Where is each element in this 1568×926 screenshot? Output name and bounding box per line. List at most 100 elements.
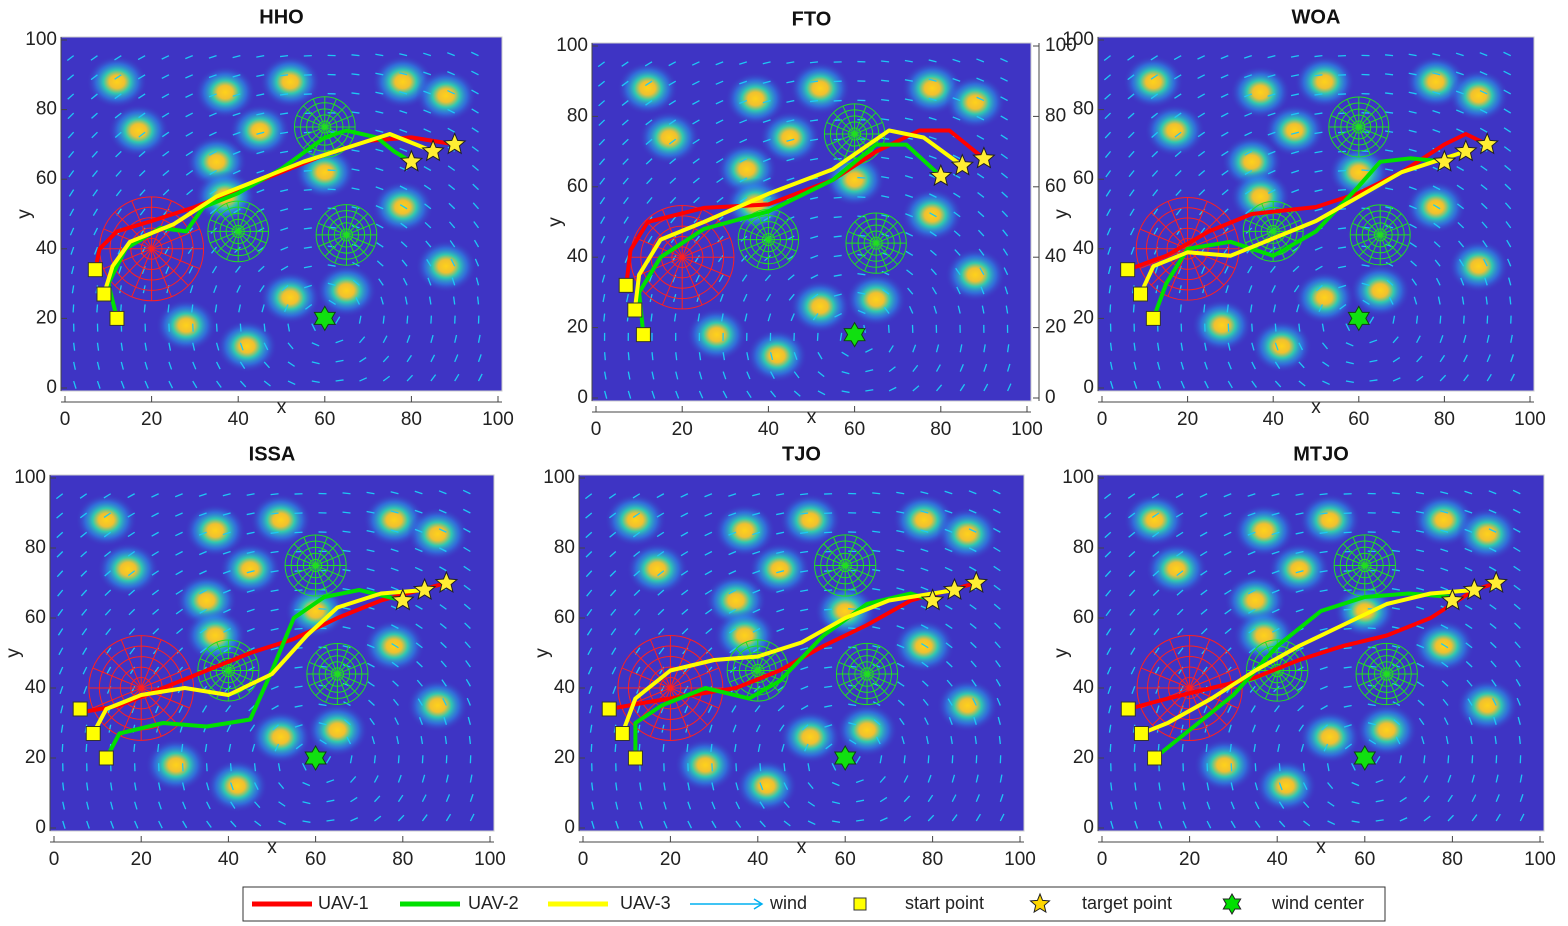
wind-arrow bbox=[800, 608, 809, 612]
wind-arrow bbox=[1484, 277, 1488, 286]
wind-arrow bbox=[1177, 265, 1182, 274]
zone-spoke bbox=[1187, 248, 1225, 286]
wind-arrow bbox=[400, 222, 408, 229]
wind-arrow bbox=[612, 686, 617, 694]
wind-arrow bbox=[865, 348, 873, 353]
wind-arrow bbox=[71, 266, 75, 275]
zone-spoke bbox=[864, 215, 877, 244]
wind-arrow bbox=[438, 528, 447, 533]
wind-arrow bbox=[1108, 285, 1112, 294]
wind-arrow bbox=[1129, 227, 1135, 236]
wind-arrow bbox=[465, 678, 471, 687]
wind-arrow bbox=[996, 697, 1001, 706]
wind-arrow bbox=[351, 92, 360, 95]
wind-arrow bbox=[1466, 679, 1473, 687]
y-tick-label: 80 bbox=[1073, 537, 1094, 558]
wind-arrow bbox=[800, 493, 809, 496]
wind-arrow bbox=[621, 100, 629, 107]
wind-arrow bbox=[464, 622, 471, 629]
wind-arrow bbox=[675, 352, 678, 361]
wind-arrow bbox=[164, 246, 170, 255]
y-axis-label: y bbox=[3, 648, 24, 658]
wind-arrow bbox=[1291, 150, 1300, 155]
zone-spoke bbox=[103, 687, 142, 726]
wind-arrow bbox=[239, 361, 246, 369]
zone-spoke bbox=[337, 661, 366, 675]
wind-arrow bbox=[279, 112, 289, 115]
wind-arrow bbox=[992, 508, 1001, 514]
wind-arrow bbox=[359, 357, 367, 363]
wind-arrow bbox=[342, 549, 351, 553]
wind-arrow bbox=[999, 793, 1004, 802]
zone-spoke bbox=[315, 565, 338, 588]
wind-arrow bbox=[762, 138, 771, 143]
wind-arrow bbox=[896, 662, 905, 668]
wind-arrow bbox=[476, 296, 480, 305]
wind-arrow bbox=[158, 801, 162, 810]
wind-arrow bbox=[1479, 71, 1488, 76]
wind-arrow bbox=[601, 255, 606, 264]
wind-arrow bbox=[971, 679, 977, 687]
wind-arrow bbox=[1175, 493, 1184, 499]
zone-spoke bbox=[816, 565, 846, 578]
zone-spoke bbox=[346, 222, 375, 236]
wind-arrow bbox=[1109, 380, 1114, 389]
target-point bbox=[421, 139, 445, 162]
wind-arrow bbox=[645, 158, 653, 165]
wind-arrow bbox=[1271, 589, 1280, 594]
zone-spoke bbox=[237, 231, 251, 260]
wind-arrow bbox=[732, 724, 737, 733]
wind-arrow bbox=[440, 660, 447, 668]
zone-spoke bbox=[1386, 661, 1416, 675]
wind-arrow bbox=[1351, 820, 1360, 823]
wind-arrow bbox=[1296, 685, 1304, 692]
zone-spoke bbox=[1358, 105, 1381, 128]
wind-arrow bbox=[414, 490, 423, 495]
wind-arrow bbox=[1267, 112, 1276, 117]
wind-arrow bbox=[1104, 131, 1112, 139]
wind-arrow bbox=[824, 647, 833, 650]
y-tick-label: 100 bbox=[543, 467, 575, 488]
wind-arrow bbox=[1205, 743, 1208, 753]
wind-arrow bbox=[1197, 74, 1206, 80]
target-point bbox=[399, 149, 424, 172]
threat bbox=[779, 710, 841, 764]
wind-arrow bbox=[908, 305, 914, 314]
wind-arrow bbox=[1298, 323, 1301, 332]
zone-spoke bbox=[756, 239, 769, 268]
wind-arrow bbox=[222, 570, 231, 575]
threat bbox=[75, 493, 137, 547]
threat bbox=[306, 703, 368, 757]
zone bbox=[1333, 534, 1396, 597]
wind-arrow bbox=[1416, 568, 1425, 572]
wind-arrow bbox=[602, 294, 606, 303]
wind-arrow bbox=[817, 371, 825, 378]
wind-arrow bbox=[1480, 165, 1488, 172]
wind-arrow bbox=[151, 512, 159, 518]
y-tick-label: 60 bbox=[36, 168, 57, 189]
wind-arrow bbox=[71, 285, 75, 294]
wind-arrow bbox=[951, 774, 956, 783]
zone-spoke bbox=[227, 670, 241, 699]
wind-arrow bbox=[415, 642, 423, 649]
wind-arrow bbox=[586, 628, 593, 636]
wind-arrow bbox=[1386, 279, 1394, 286]
wind-arrow bbox=[976, 115, 985, 121]
wind-arrow bbox=[739, 80, 748, 85]
wind-arrow bbox=[1180, 361, 1185, 370]
wind-arrow bbox=[1519, 813, 1525, 822]
wind-arrow bbox=[757, 743, 761, 752]
wind-arrow bbox=[1456, 184, 1465, 191]
wind-arrow bbox=[1128, 551, 1136, 558]
wind-arrow bbox=[899, 717, 905, 726]
start-point bbox=[1120, 262, 1136, 278]
zone-spoke bbox=[334, 234, 347, 264]
wind-arrow bbox=[86, 820, 90, 829]
threat bbox=[1268, 542, 1330, 596]
wind-arrow bbox=[230, 801, 236, 809]
wind-arrow bbox=[261, 304, 265, 313]
wind-arrow bbox=[257, 265, 265, 273]
zone-spoke bbox=[1364, 565, 1394, 578]
wind-arrow bbox=[270, 685, 279, 690]
wind-arrow bbox=[208, 112, 217, 117]
